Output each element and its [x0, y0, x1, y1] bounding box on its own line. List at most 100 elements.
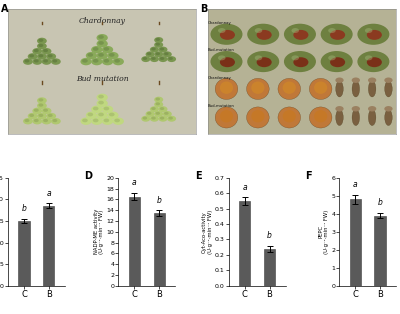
Circle shape — [158, 56, 168, 62]
Ellipse shape — [251, 81, 264, 94]
Circle shape — [321, 24, 353, 45]
Circle shape — [43, 59, 48, 62]
Circle shape — [150, 116, 159, 122]
Circle shape — [37, 43, 47, 49]
Circle shape — [164, 52, 169, 55]
Circle shape — [167, 56, 176, 62]
Ellipse shape — [246, 107, 269, 128]
Circle shape — [82, 59, 88, 63]
Circle shape — [98, 35, 104, 39]
Circle shape — [28, 113, 38, 119]
Circle shape — [38, 114, 43, 117]
Circle shape — [247, 51, 279, 72]
Text: E: E — [195, 171, 202, 181]
Circle shape — [321, 51, 353, 72]
Circle shape — [158, 116, 168, 122]
Circle shape — [42, 48, 52, 55]
Circle shape — [160, 116, 164, 120]
Text: Chardonnay: Chardonnay — [208, 21, 232, 25]
Ellipse shape — [352, 81, 360, 97]
Circle shape — [156, 43, 160, 46]
Circle shape — [220, 57, 235, 67]
Circle shape — [102, 106, 113, 113]
Circle shape — [168, 57, 173, 60]
Circle shape — [51, 58, 61, 65]
Ellipse shape — [336, 109, 343, 126]
Ellipse shape — [278, 107, 300, 128]
Circle shape — [93, 47, 98, 51]
Circle shape — [154, 97, 163, 103]
Circle shape — [328, 55, 336, 60]
Circle shape — [109, 53, 115, 57]
Circle shape — [151, 47, 156, 51]
Ellipse shape — [215, 107, 238, 128]
Ellipse shape — [336, 81, 343, 97]
Circle shape — [284, 24, 316, 45]
Circle shape — [43, 119, 48, 122]
Circle shape — [37, 97, 47, 104]
Circle shape — [156, 52, 160, 55]
Circle shape — [104, 119, 109, 122]
Circle shape — [352, 78, 360, 83]
Text: Chardonnay: Chardonnay — [79, 17, 126, 25]
Circle shape — [384, 78, 393, 83]
Ellipse shape — [385, 81, 392, 97]
Circle shape — [91, 106, 102, 113]
Circle shape — [151, 116, 156, 120]
Circle shape — [107, 52, 118, 59]
Ellipse shape — [314, 81, 327, 94]
Circle shape — [150, 56, 159, 62]
Text: Bud-mutation: Bud-mutation — [208, 48, 234, 52]
Circle shape — [292, 28, 299, 33]
Bar — [154, 213, 165, 286]
Y-axis label: PEPC
(U·g⁻¹·min⁻¹ FW): PEPC (U·g⁻¹·min⁻¹ FW) — [318, 210, 329, 254]
Ellipse shape — [220, 110, 233, 122]
Bar — [264, 249, 275, 286]
Circle shape — [96, 100, 108, 107]
Circle shape — [156, 98, 160, 100]
Ellipse shape — [385, 109, 392, 126]
Ellipse shape — [220, 81, 233, 94]
Text: Chardonnay: Chardonnay — [208, 76, 232, 80]
Text: a: a — [132, 178, 137, 187]
Ellipse shape — [215, 78, 238, 100]
Circle shape — [107, 111, 118, 119]
Circle shape — [147, 112, 152, 115]
Text: Bud mutation: Bud mutation — [76, 75, 128, 83]
Circle shape — [96, 40, 108, 47]
Circle shape — [32, 118, 42, 124]
Ellipse shape — [283, 110, 296, 122]
Circle shape — [37, 38, 47, 44]
Circle shape — [154, 37, 163, 43]
Circle shape — [24, 119, 30, 122]
Bar — [43, 206, 54, 286]
Circle shape — [38, 39, 43, 42]
Circle shape — [42, 118, 52, 124]
Circle shape — [32, 58, 42, 65]
Circle shape — [34, 109, 39, 112]
Circle shape — [104, 59, 109, 63]
Circle shape — [96, 52, 108, 59]
Circle shape — [141, 116, 150, 122]
Circle shape — [292, 55, 299, 60]
Circle shape — [52, 59, 57, 62]
Text: A: A — [0, 4, 8, 14]
Circle shape — [34, 59, 39, 62]
Ellipse shape — [246, 78, 269, 100]
Ellipse shape — [309, 107, 332, 128]
Ellipse shape — [368, 81, 376, 97]
Circle shape — [367, 30, 382, 40]
Circle shape — [293, 57, 308, 67]
Circle shape — [151, 57, 156, 60]
Text: D: D — [84, 171, 92, 181]
Circle shape — [335, 78, 344, 83]
Circle shape — [96, 34, 108, 41]
Circle shape — [156, 112, 160, 115]
Circle shape — [160, 47, 164, 51]
Circle shape — [247, 24, 279, 45]
Circle shape — [257, 30, 272, 40]
Circle shape — [218, 28, 226, 33]
Circle shape — [368, 78, 376, 83]
Circle shape — [365, 55, 372, 60]
Circle shape — [38, 98, 43, 101]
